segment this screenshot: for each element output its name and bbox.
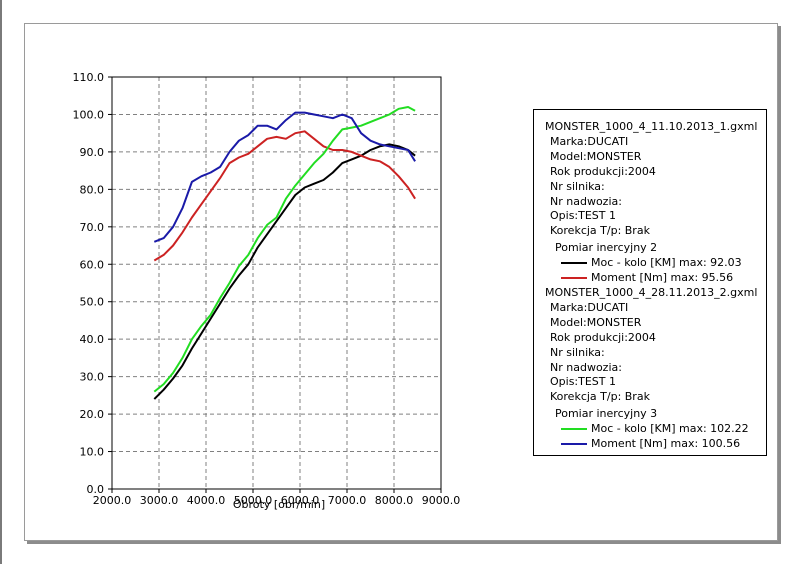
series-line-3 (153, 106, 416, 393)
x-tick-label-1: 3000.0 (140, 494, 179, 507)
series-line-2 (153, 130, 416, 262)
y-tick-label-6: 60.0 (80, 258, 105, 271)
y-tick-label-8: 80.0 (80, 183, 105, 196)
legend-marka-2: Marka:DUCATI (550, 301, 629, 314)
legend-opis-2: Opis:TEST 1 (550, 375, 616, 388)
x-tick-label-6: 8000.0 (375, 494, 414, 507)
legend-entry-1: Moc - kolo [KM] max: 92.03 (591, 256, 742, 269)
series-line-4 (153, 111, 416, 243)
legend-entry-4: Moment [Nm] max: 100.56 (591, 437, 741, 450)
plot-frame (111, 76, 442, 490)
legend-marka-1: Marka:DUCATI (550, 135, 629, 148)
x-tick-label-3: 5000.0 (234, 494, 273, 507)
x-tick-label-7: 9000.0 (422, 494, 461, 507)
page-shadow-right (778, 26, 781, 544)
legend-rok-1: Rok produkcji:2004 (550, 165, 656, 178)
chart-axes: 2000.0 3000.0 4000.0 5000.0 6000.0 7000.0 8000… (73, 71, 461, 507)
y-tick-label-4: 40.0 (80, 333, 105, 346)
legend-swatch-3 (561, 428, 587, 430)
legend-nadwozie-2: Nr nadwozia: (550, 361, 622, 374)
y-tick-label-3: 30.0 (80, 371, 105, 384)
y-tick-label-11: 110.0 (73, 71, 105, 84)
legend-entry-3: Moc - kolo [KM] max: 102.22 (591, 422, 749, 435)
legend-korekcja-2: Korekcja T/p: Brak (550, 390, 650, 403)
legend-swatch-2 (561, 277, 587, 279)
legend-model-2: Model:MONSTER (550, 316, 642, 329)
legend-file-1: MONSTER_1000_4_11.10.2013_1.gxml (545, 120, 758, 133)
legend-nadwozie-1: Nr nadwozia: (550, 195, 622, 208)
window-edge (0, 0, 2, 564)
legend-pomiar-1: Pomiar inercyjny 2 (555, 241, 658, 254)
x-tick-label-2: 4000.0 (187, 494, 226, 507)
legend-korekcja-1: Korekcja T/p: Brak (550, 224, 650, 237)
y-tick-label-7: 70.0 (80, 221, 105, 234)
legend-model-1: Model:MONSTER (550, 150, 642, 163)
legend-opis-1: Opis:TEST 1 (550, 209, 616, 222)
legend-entry-2: Moment [Nm] max: 95.56 (591, 271, 734, 284)
legend-silnik-2: Nr silnika: (550, 346, 605, 359)
y-tick-label-10: 100.0 (73, 108, 105, 121)
y-tick-label-9: 90.0 (80, 146, 105, 159)
legend-rok-2: Rok produkcji:2004 (550, 331, 656, 344)
legend-pomiar-2: Pomiar inercyjny 3 (555, 407, 658, 420)
y-tick-label-0: 0.0 (87, 483, 105, 496)
legend-swatch-1 (561, 262, 587, 264)
legend-swatch-4 (561, 443, 587, 445)
x-tick-label-5: 7000.0 (328, 494, 367, 507)
page-shadow-bottom (27, 541, 781, 544)
y-tick-label-5: 50.0 (80, 296, 105, 309)
series-line-1 (153, 143, 416, 400)
legend-file-2: MONSTER_1000_4_28.11.2013_2.gxml (545, 286, 758, 299)
y-tick-label-2: 20.0 (80, 408, 105, 421)
x-axis-title: Obroty [obr/min] (233, 498, 325, 511)
chart-grid (112, 77, 441, 489)
x-tick-label-0: 2000.0 (93, 494, 132, 507)
legend-silnik-1: Nr silnika: (550, 180, 605, 193)
chart-series (153, 106, 416, 400)
x-tick-label-4: 6000.0 (281, 494, 320, 507)
y-tick-label-1: 10.0 (80, 446, 105, 459)
legend-panel: MONSTER_1000_4_11.10.2013_1.gxml Marka:D… (533, 109, 767, 456)
